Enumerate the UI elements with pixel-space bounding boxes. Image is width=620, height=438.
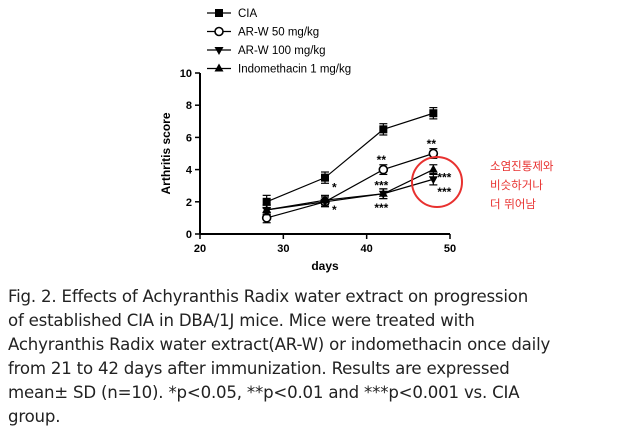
legend-marker [214, 26, 224, 37]
x-tick-label: 50 [444, 243, 456, 255]
data-point [379, 125, 388, 134]
data-point [320, 195, 330, 204]
caption-line-1: Fig. 2. Effects of Achyranthis Radix wat… [8, 287, 529, 306]
data-point [428, 176, 438, 185]
series-line [266, 178, 434, 211]
series-line [266, 112, 434, 203]
highlight-circle [411, 156, 463, 208]
legend-item-1: CIA [207, 8, 258, 20]
data-point [429, 109, 438, 118]
significance-mark: ** [377, 153, 387, 167]
chart-series [261, 107, 439, 224]
significance-mark: * [332, 203, 337, 217]
data-point [321, 173, 329, 182]
legend-label: CIA [238, 8, 258, 20]
data-point [428, 164, 438, 173]
legend-item-3: AR-W 100 mg/kg [207, 45, 326, 57]
legend-label: AR-W 50 mg/kg [238, 27, 319, 39]
caption-line-2: of established CIA in DBA/1J mice. Mice … [8, 311, 475, 330]
x-axis-label: days [311, 259, 339, 273]
annotation-line-2: 비슷하거나 [490, 178, 543, 192]
y-axis-label: Arthritis score [159, 112, 173, 194]
chart-legend: CIA AR-W 50 mg/kg AR-W 100 mg/kg Indomethac… [207, 8, 351, 76]
series-line [266, 152, 434, 219]
caption-line-4: from 21 to 42 days after immunization. R… [8, 359, 510, 378]
data-point [262, 204, 272, 213]
series-4 [262, 164, 438, 216]
x-tick-label: 40 [361, 243, 373, 255]
legend-item-2: AR-W 50 mg/kg [207, 27, 319, 39]
data-point [378, 164, 389, 175]
y-tick-label: 6 [186, 132, 192, 144]
significance-labels: ****************** [332, 137, 452, 217]
legend-item-4: Indomethacin 1 mg/kg [207, 63, 351, 76]
annotation-line-3: 더 뛰어남 [490, 197, 536, 211]
annotation-line-1: 소염진통제와 [490, 159, 554, 173]
caption-line-5: mean± SD (n=10). *p<0.05, **p<0.01 and *… [8, 383, 520, 402]
y-tick-label: 2 [186, 197, 192, 209]
y-tick-label: 0 [186, 229, 192, 241]
chart-axes: 0 2 4 6 8 10 20 30 40 50 days Arthritis score [159, 68, 456, 273]
data-point [378, 188, 388, 197]
y-tick-label: 4 [186, 165, 193, 177]
significance-mark: * [332, 180, 337, 194]
caption-line-6: group. [8, 407, 61, 426]
legend-label: Indomethacin 1 mg/kg [238, 64, 351, 76]
significance-mark: *** [374, 201, 388, 215]
arthritis-score-chart: 0 2 4 6 8 10 20 30 40 50 days Arthritis score CIA AR… [159, 8, 554, 273]
legend-marker [214, 47, 224, 55]
annotation-note: 소염진통제와 비슷하거나 더 뛰어남 [411, 156, 554, 211]
significance-mark: *** [437, 171, 451, 185]
legend-marker [215, 9, 223, 17]
significance-mark: *** [437, 185, 451, 199]
x-tick-label: 20 [194, 243, 206, 255]
x-tick-label: 30 [277, 243, 289, 255]
figure-caption: Fig. 2. Effects of Achyranthis Radix wat… [8, 285, 612, 429]
legend-marker [214, 63, 224, 72]
y-tick-label: 8 [186, 100, 192, 112]
y-tick-label: 10 [180, 68, 192, 80]
legend-label: AR-W 100 mg/kg [238, 45, 326, 57]
caption-line-3: Achyranthis Radix water extract(AR-W) or… [8, 335, 551, 354]
series-line [266, 169, 434, 211]
series-1 [262, 107, 438, 209]
significance-mark: *** [374, 179, 388, 193]
significance-mark: ** [427, 137, 437, 151]
data-point [262, 197, 271, 206]
